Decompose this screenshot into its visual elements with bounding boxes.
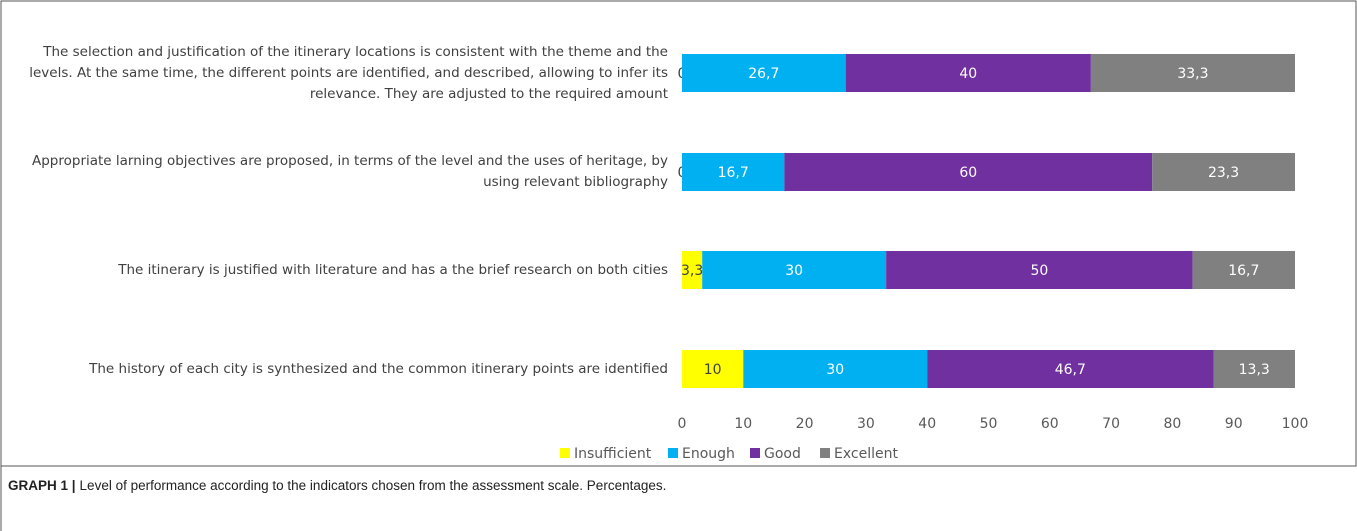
category-label: The itinerary is justified with literatu… — [20, 225, 668, 315]
value-label: 26,7 — [748, 66, 779, 82]
legend-swatch — [820, 448, 830, 458]
bar-segment — [1090, 54, 1295, 92]
x-tick-label: 50 — [980, 416, 998, 432]
value-label: 16,7 — [718, 165, 749, 181]
x-tick-label: 20 — [796, 416, 814, 432]
category-text: Appropriate larning objectives are propo… — [31, 153, 668, 190]
value-label: 23,3 — [1208, 165, 1239, 181]
value-label: 46,7 — [1055, 362, 1086, 378]
x-tick-label: 60 — [1041, 416, 1059, 432]
category-label: Appropriate larning objectives are propo… — [20, 127, 668, 217]
legend-label: Excellent — [834, 446, 898, 462]
bar-segment — [1192, 251, 1295, 289]
bar-segment — [682, 350, 744, 388]
caption: GRAPH 1 | Level of performance according … — [8, 478, 666, 493]
chart-frame — [0, 0, 1357, 467]
x-tick-label: 100 — [1282, 416, 1309, 432]
x-tick-label: 30 — [857, 416, 875, 432]
x-tick-label: 70 — [1102, 416, 1120, 432]
category-text: The history of each city is synthesized … — [89, 360, 668, 377]
bar-segment — [784, 153, 1153, 191]
legend-swatch — [668, 448, 678, 458]
bar-segment — [927, 350, 1214, 388]
caption-text: Level of performance according to the in… — [79, 478, 667, 493]
value-label: 30 — [785, 263, 803, 279]
value-label: 33,3 — [1177, 66, 1208, 82]
category-text: The selection and justification of the i… — [29, 43, 668, 102]
caption-label: GRAPH 1 | — [8, 478, 76, 493]
value-label: 10 — [704, 362, 722, 378]
legend-swatch — [750, 448, 760, 458]
category-text: The itinerary is justified with literatu… — [118, 261, 668, 278]
value-label: 13,3 — [1239, 362, 1270, 378]
value-label: 3,3 — [681, 263, 703, 279]
legend-label: Good — [764, 446, 801, 462]
bar-segment — [886, 251, 1193, 289]
bar-segment — [1152, 153, 1295, 191]
value-label: 50 — [1030, 263, 1048, 279]
value-label: 16,7 — [1228, 263, 1259, 279]
x-tick-label: 90 — [1225, 416, 1243, 432]
bar-segment — [682, 54, 846, 92]
bar-segment — [1213, 350, 1295, 388]
value-label: 40 — [959, 66, 977, 82]
bar-segment — [682, 251, 703, 289]
x-tick-label: 10 — [734, 416, 752, 432]
value-label: 60 — [959, 165, 977, 181]
bar-segment — [702, 251, 887, 289]
x-tick-label: 40 — [918, 416, 936, 432]
legend-swatch — [560, 448, 570, 458]
category-label: The history of each city is synthesized … — [20, 324, 668, 414]
value-label: 30 — [826, 362, 844, 378]
legend-label: Enough — [682, 446, 735, 462]
category-label: The selection and justification of the i… — [20, 28, 668, 118]
legend-label: Insufficient — [574, 446, 652, 462]
x-tick-label: 80 — [1163, 416, 1181, 432]
bar-segment — [682, 153, 785, 191]
bar-segment — [743, 350, 928, 388]
bar-segment — [845, 54, 1091, 92]
x-tick-label: 0 — [678, 416, 687, 432]
